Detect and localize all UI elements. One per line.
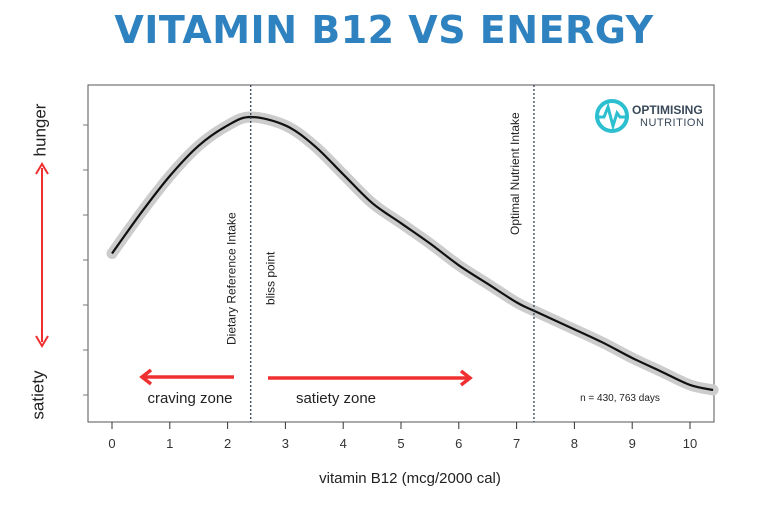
x-tick-label: 1 xyxy=(166,436,173,451)
series-line xyxy=(111,115,714,392)
x-tick-label: 0 xyxy=(108,436,115,451)
y-label-hunger: hunger xyxy=(30,103,50,157)
satiety-zone-label: satiety zone xyxy=(296,390,376,407)
x-tick-label: 2 xyxy=(224,436,231,451)
x-tick-label: 6 xyxy=(455,436,462,451)
y-label-satiety: satiety xyxy=(28,370,48,420)
x-tick-label: 4 xyxy=(340,436,347,451)
chart-title: VITAMIN B12 VS ENERGY xyxy=(114,8,654,52)
x-tick-label: 10 xyxy=(683,436,697,451)
reference-label: Optimal Nutrient Intake xyxy=(508,112,522,235)
x-tick-label: 5 xyxy=(397,436,404,451)
x-tick-label: 7 xyxy=(513,436,520,451)
x-axis-label: vitamin B12 (mcg/2000 cal) xyxy=(319,470,501,487)
x-tick-label: 8 xyxy=(571,436,578,451)
sample-size-label: n = 430, 763 days xyxy=(580,393,660,404)
logo-heartbeat-icon xyxy=(595,99,629,133)
y-arrow-down-head xyxy=(35,335,49,348)
logo-line1: OPTIMISING xyxy=(632,103,703,117)
craving-zone-label: craving zone xyxy=(147,390,232,407)
confidence-band xyxy=(106,111,719,396)
satiety-arrow-head xyxy=(459,369,473,387)
reference-label: Dietary Reference Intake xyxy=(225,212,239,345)
logo-line2: NUTRITION xyxy=(640,117,705,129)
y-arrow-up-head xyxy=(35,162,49,175)
x-tick-label: 3 xyxy=(282,436,289,451)
craving-arrow-head xyxy=(139,368,153,386)
bliss-point-label: bliss point xyxy=(264,251,278,305)
x-tick-label: 9 xyxy=(629,436,636,451)
logo: OPTIMISING NUTRITION xyxy=(592,96,704,136)
